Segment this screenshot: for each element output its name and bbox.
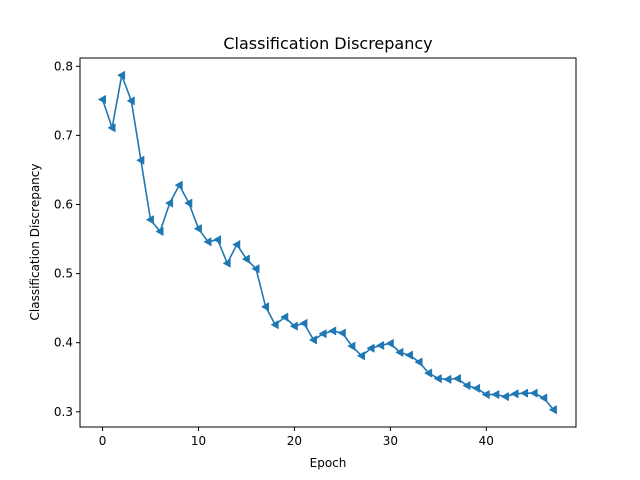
- data-point: [289, 321, 298, 331]
- data-point: [337, 328, 346, 338]
- data-point: [404, 350, 413, 360]
- data-point: [519, 388, 529, 398]
- y-tick-label: 0.3: [54, 405, 73, 419]
- data-point: [481, 389, 490, 400]
- data-point: [251, 264, 260, 274]
- data-point: [308, 335, 318, 345]
- data-point: [539, 393, 548, 403]
- data-point: [260, 302, 270, 312]
- data-point: [318, 329, 327, 339]
- data-point: [155, 226, 164, 237]
- data-point: [280, 312, 289, 322]
- x-tick-label: 0: [99, 434, 107, 448]
- data-point: [328, 326, 337, 336]
- data-point: [471, 383, 481, 393]
- chart-title: Classification Discrepancy: [223, 34, 432, 53]
- data-point: [299, 318, 308, 328]
- y-tick-label: 0.6: [54, 197, 73, 211]
- x-axis-ticks: 0 10 20 30 40: [99, 427, 494, 448]
- data-point: [97, 94, 106, 105]
- data-point: [452, 373, 461, 384]
- data-point: [164, 198, 174, 208]
- y-tick-label: 0.8: [54, 59, 73, 73]
- data-point: [212, 235, 222, 245]
- data-point: [414, 357, 423, 367]
- data-point: [500, 391, 509, 402]
- data-point: [491, 389, 500, 400]
- data-point: [529, 388, 538, 398]
- data-point: [433, 373, 442, 384]
- data-point: [136, 155, 145, 165]
- plot-frame: [79, 57, 577, 428]
- y-tick-label: 0.5: [54, 267, 73, 281]
- data-point: [117, 70, 126, 80]
- x-tick-label: 20: [287, 434, 302, 448]
- data-point: [184, 198, 193, 208]
- plot-area: [97, 70, 557, 415]
- data-point: [241, 254, 250, 264]
- data-point: [356, 351, 365, 361]
- data-point: [462, 380, 471, 391]
- data-point: [347, 341, 356, 351]
- y-axis-label: Classification Discrepancy: [28, 164, 42, 321]
- data-point: [107, 123, 116, 133]
- y-tick-label: 0.4: [54, 336, 73, 350]
- data-point: [424, 368, 433, 378]
- data-point: [270, 320, 279, 330]
- y-tick-label: 0.7: [54, 128, 73, 142]
- x-tick-label: 40: [479, 434, 494, 448]
- data-point: [193, 224, 202, 234]
- data-point: [232, 239, 241, 250]
- data-point: [203, 237, 212, 247]
- data-point: [385, 338, 394, 349]
- data-point: [174, 180, 183, 190]
- data-point: [510, 389, 519, 399]
- x-tick-label: 10: [191, 434, 206, 448]
- data-point: [222, 258, 231, 268]
- x-tick-label: 30: [383, 434, 398, 448]
- data-point: [548, 405, 557, 415]
- data-point: [366, 343, 375, 353]
- data-point: [126, 96, 135, 106]
- y-axis-ticks: 0.3 0.4 0.5 0.6 0.7 0.8: [54, 59, 80, 419]
- data-point: [376, 340, 385, 351]
- data-point: [145, 215, 154, 225]
- data-point: [443, 374, 452, 384]
- data-point: [395, 347, 404, 358]
- x-axis-label: Epoch: [310, 456, 347, 470]
